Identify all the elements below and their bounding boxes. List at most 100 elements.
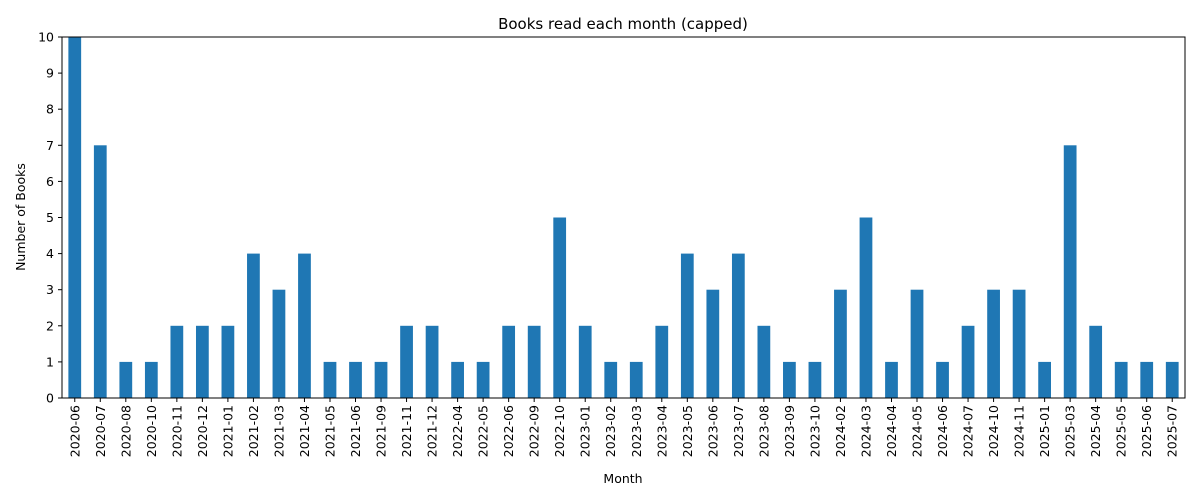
- x-tick-label: 2020-12: [195, 405, 210, 457]
- y-tick-label: 6: [46, 174, 54, 189]
- x-tick-label: 2021-04: [297, 405, 312, 457]
- bar-2021-09: [374, 361, 388, 398]
- y-tick-label: 1: [46, 354, 54, 369]
- bar-2021-03: [272, 289, 286, 398]
- x-tick-label: 2021-06: [348, 405, 363, 457]
- bar-2021-05: [323, 361, 337, 398]
- bar-2024-03: [859, 217, 873, 398]
- x-tick-label: 2023-07: [731, 405, 746, 457]
- x-tick-label: 2021-09: [374, 405, 389, 457]
- bar-2023-07: [731, 253, 745, 398]
- y-tick-label: 3: [46, 282, 54, 297]
- bar-2025-05: [1114, 361, 1128, 398]
- x-tick-label: 2024-06: [935, 405, 950, 457]
- bar-2021-06: [349, 361, 362, 398]
- x-tick-label: 2023-03: [629, 405, 644, 457]
- y-tick-label: 9: [46, 66, 54, 81]
- bar-2024-11: [1012, 289, 1026, 398]
- x-tick-label: 2025-04: [1088, 405, 1103, 457]
- x-tick-label: 2021-03: [271, 405, 286, 457]
- x-tick-label: 2024-10: [986, 405, 1001, 457]
- x-tick-label: 2021-12: [425, 405, 440, 457]
- bar-2023-01: [578, 325, 592, 398]
- y-tick-label: 0: [46, 391, 54, 406]
- x-tick-label: 2021-02: [246, 405, 261, 457]
- y-tick-label: 4: [46, 246, 54, 261]
- x-tick-label: 2020-07: [93, 405, 108, 457]
- y-tick-label: 2: [46, 318, 54, 333]
- x-tick-label: 2025-03: [1063, 405, 1078, 457]
- x-tick-label: 2023-05: [680, 405, 695, 457]
- bar-2020-10: [144, 361, 158, 398]
- x-tick-label: 2023-08: [756, 405, 771, 457]
- bar-2022-10: [553, 217, 567, 398]
- x-tick-label: 2024-03: [858, 405, 873, 457]
- bar-2023-03: [629, 361, 643, 398]
- x-tick-label: 2025-06: [1139, 405, 1154, 457]
- x-tick-label: 2021-05: [322, 405, 337, 457]
- y-tick-label: 8: [46, 102, 54, 117]
- plot-frame: [61, 36, 1186, 399]
- bar-2023-04: [655, 325, 669, 398]
- bar-2024-02: [834, 289, 847, 398]
- bar-2024-10: [987, 289, 1000, 398]
- bar-2024-07: [961, 325, 975, 398]
- bar-2025-07: [1165, 361, 1179, 398]
- y-tick-label: 5: [46, 210, 54, 225]
- bar-2023-05: [680, 253, 694, 398]
- bar-2020-12: [195, 325, 209, 398]
- y-axis-title: Number of Books: [13, 163, 28, 271]
- bar-2023-08: [757, 325, 771, 398]
- x-tick-label: 2023-04: [654, 405, 669, 457]
- bar-2023-09: [783, 361, 796, 398]
- bar-2023-02: [604, 361, 618, 398]
- bar-2021-11: [400, 325, 413, 398]
- y-tick-label: 10: [38, 30, 54, 45]
- bar-2024-06: [936, 361, 949, 398]
- bar-2022-05: [476, 361, 490, 398]
- x-tick-label: 2024-04: [884, 405, 899, 457]
- x-tick-label: 2023-01: [578, 405, 593, 457]
- x-tick-label: 2022-04: [450, 405, 465, 457]
- bar-2022-06: [502, 325, 516, 398]
- bar-2020-06: [68, 37, 82, 398]
- x-tick-label: 2022-09: [527, 405, 542, 457]
- bar-2021-12: [425, 325, 439, 398]
- bar-2021-02: [247, 253, 260, 398]
- x-tick-label: 2020-08: [118, 405, 133, 457]
- x-tick-label: 2024-05: [910, 405, 925, 457]
- x-tick-label: 2023-09: [782, 405, 797, 457]
- bar-2025-01: [1038, 361, 1051, 398]
- x-axis: 2020-06 2020-07 2020-08 2020-10 2020-11 2020-…: [67, 398, 1180, 457]
- x-tick-label: 2025-01: [1037, 405, 1052, 457]
- bar-2023-10: [808, 361, 822, 398]
- bar-2023-06: [706, 289, 720, 398]
- bar-2024-05: [910, 289, 924, 398]
- x-tick-label: 2020-11: [169, 405, 184, 457]
- bars-group: [68, 37, 1179, 398]
- chart-title: Books read each month (capped): [498, 15, 748, 33]
- bar-2020-11: [170, 325, 184, 398]
- x-tick-label: 2022-05: [476, 405, 491, 457]
- bar-2022-04: [451, 361, 464, 398]
- bar-2020-07: [93, 145, 107, 398]
- y-tick-label: 7: [46, 138, 54, 153]
- x-tick-label: 2024-02: [833, 405, 848, 457]
- x-tick-label: 2021-01: [220, 405, 235, 457]
- x-tick-label: 2025-05: [1114, 405, 1129, 457]
- bar-2021-01: [221, 325, 235, 398]
- x-tick-label: 2023-06: [705, 405, 720, 457]
- bar-2025-04: [1089, 325, 1103, 398]
- x-tick-label: 2025-07: [1165, 405, 1180, 457]
- bar-2022-09: [527, 325, 541, 398]
- x-axis-title: Month: [603, 471, 642, 486]
- x-tick-label: 2023-02: [603, 405, 618, 457]
- bar-2025-03: [1063, 145, 1077, 398]
- y-axis: 0 1 2 3 4 5 6 7 8 9 10: [38, 30, 62, 406]
- x-tick-label: 2024-07: [961, 405, 976, 457]
- bar-2025-06: [1140, 361, 1154, 398]
- x-tick-label: 2022-06: [501, 405, 516, 457]
- x-tick-label: 2023-10: [807, 405, 822, 457]
- x-tick-label: 2020-10: [144, 405, 159, 457]
